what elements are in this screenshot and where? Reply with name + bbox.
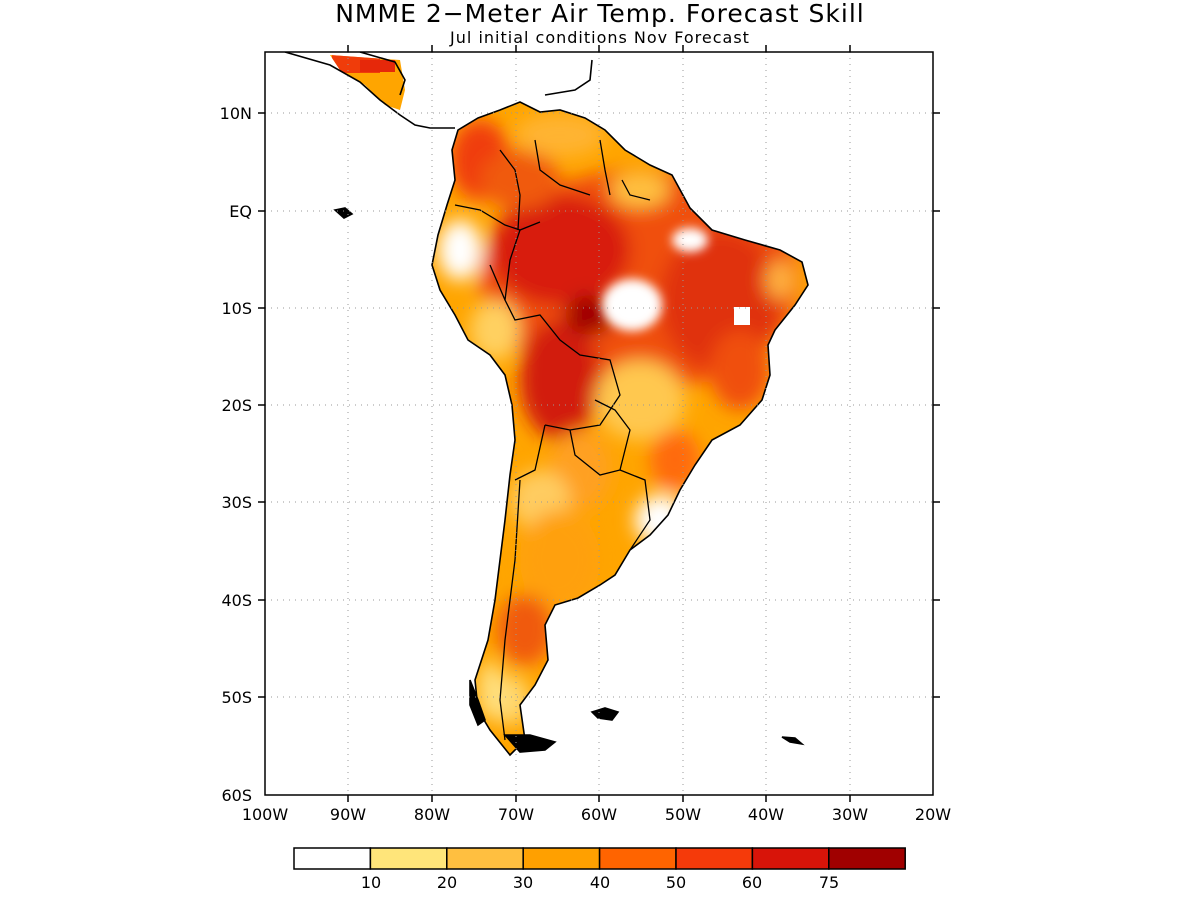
- map-title: NMME 2−Meter Air Temp. Forecast Skill: [335, 0, 865, 28]
- colorbar-label-60: 60: [742, 873, 762, 892]
- country-borders: [454, 139, 651, 741]
- lat-label-30s: 30S: [221, 493, 252, 512]
- lon-label-20w: 20W: [915, 805, 951, 824]
- colorbar-swatch: [598, 847, 677, 870]
- lon-ticks: [347, 45, 851, 802]
- lon-label-40w: 40W: [748, 805, 784, 824]
- lon-label-50w: 50W: [665, 805, 701, 824]
- central-america-field: [330, 55, 405, 110]
- colorbar-label-75: 75: [819, 873, 839, 892]
- lat-label-10n: 10N: [220, 104, 252, 123]
- lat-label-eq: EQ: [229, 202, 252, 221]
- colorbar-swatch: [751, 847, 830, 870]
- lat-ticks: [258, 112, 940, 698]
- colorbar-label-20: 20: [437, 873, 457, 892]
- lon-labels: 100W 90W 80W 70W 60W 50W 40W 30W 20W: [242, 805, 951, 824]
- lat-label-50s: 50S: [221, 688, 252, 707]
- lat-label-10s: 10S: [221, 299, 252, 318]
- lat-label-40s: 40S: [221, 591, 252, 610]
- lon-label-30w: 30W: [832, 805, 868, 824]
- colorbar-swatch: [675, 847, 754, 870]
- lon-label-100w: 100W: [242, 805, 289, 824]
- lat-label-20s: 20S: [221, 396, 252, 415]
- skill-field: [432, 102, 808, 755]
- coastlines: [284, 52, 809, 756]
- colorbar-label-10: 10: [361, 873, 381, 892]
- colorbar-swatch: [828, 847, 906, 870]
- lat-label-60s: 60S: [221, 786, 252, 805]
- colorbar-label-30: 30: [513, 873, 533, 892]
- lon-label-70w: 70W: [498, 805, 534, 824]
- colorbar-swatch: [446, 847, 524, 870]
- colorbar-swatch: [369, 847, 448, 870]
- colorbar-label-50: 50: [666, 873, 686, 892]
- colorbar-label-40: 40: [590, 873, 610, 892]
- lon-label-60w: 60W: [581, 805, 617, 824]
- colorbar-swatch: [522, 847, 601, 870]
- lat-labels: 10N EQ 10S 20S 30S 40S 50S 60S: [220, 104, 252, 805]
- colorbar: 10 20 30 40 50 60 75: [293, 847, 906, 892]
- lon-label-80w: 80W: [414, 805, 450, 824]
- map-subtitle: Jul initial conditions Nov Forecast: [450, 28, 750, 47]
- lon-label-90w: 90W: [330, 805, 366, 824]
- colorbar-swatch: [293, 847, 372, 870]
